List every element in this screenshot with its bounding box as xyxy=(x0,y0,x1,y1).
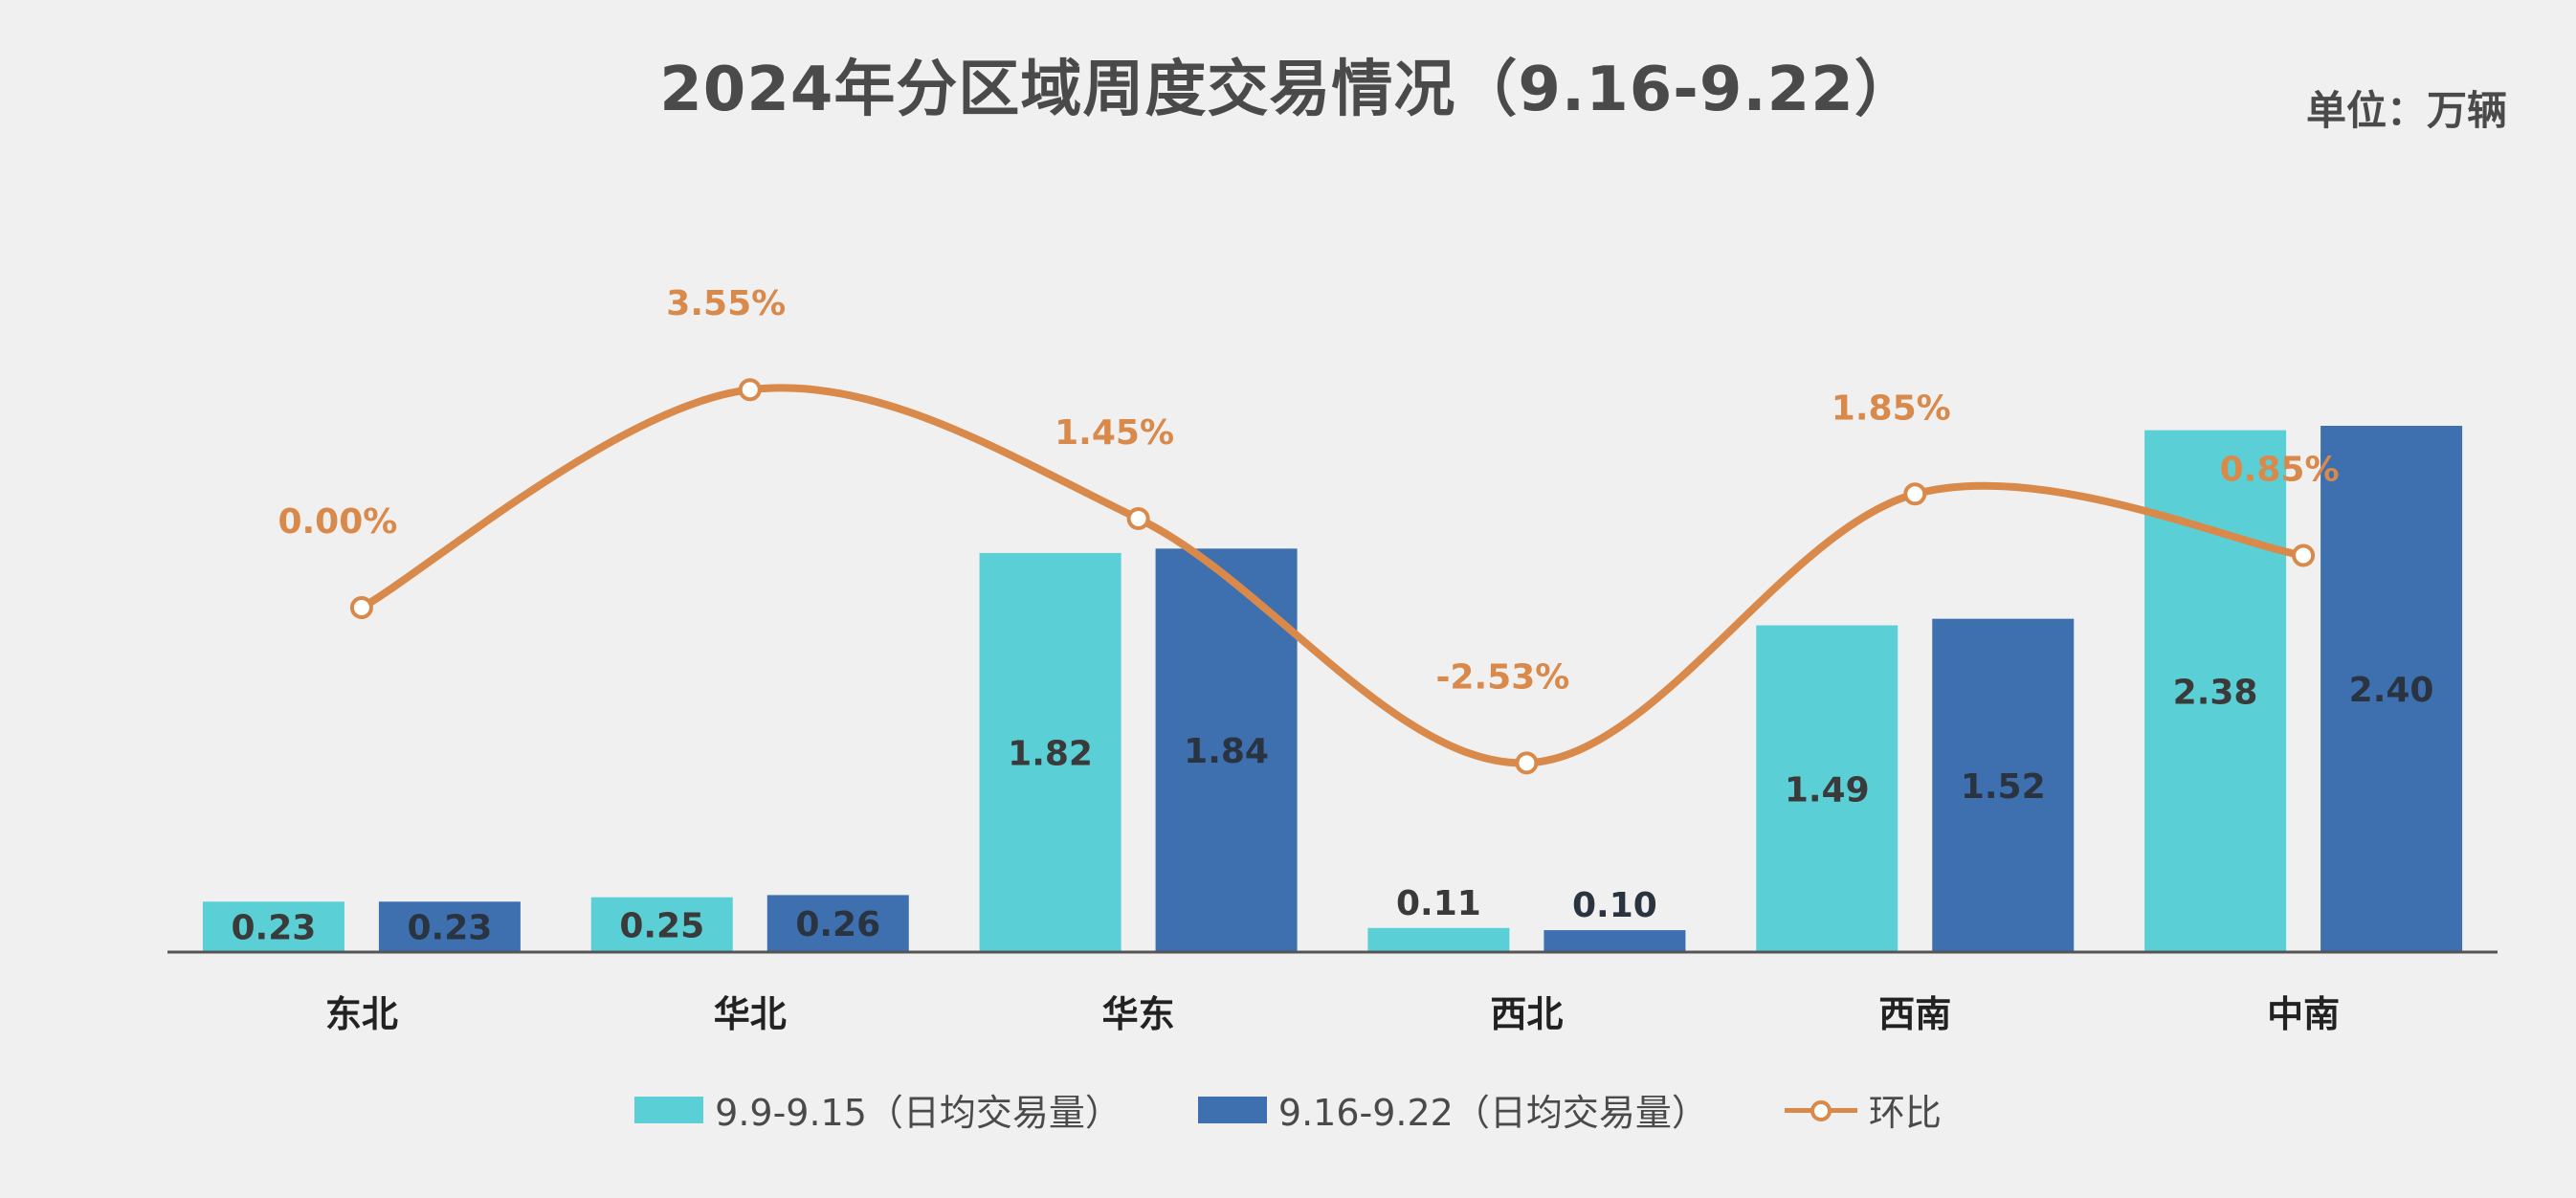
bar-value-label-2-5: 2.40 xyxy=(2349,671,2434,710)
line-point-3 xyxy=(1515,751,1539,775)
legend-item-series-2: 9.16-9.22（日均交易量） xyxy=(1197,1083,1708,1136)
bar-value-label-1-5: 2.38 xyxy=(2173,673,2258,712)
bar-value-label-1-2: 1.82 xyxy=(1008,734,1093,773)
bar-2-5 xyxy=(2321,426,2463,952)
bar-2-4 xyxy=(1932,618,2075,952)
bar-2-1 xyxy=(766,895,909,952)
bar-value-label-2-3: 0.10 xyxy=(1572,886,1657,925)
category-label-4: 西南 xyxy=(1878,993,1951,1035)
line-value-label-0: 0.00% xyxy=(278,502,397,542)
bar-value-label-2-0: 0.23 xyxy=(408,909,493,948)
bar-value-label-1-4: 1.49 xyxy=(1785,770,1870,810)
line-point-5 xyxy=(2292,544,2316,567)
bar-value-label-1-1: 0.25 xyxy=(619,906,704,945)
line-point-1 xyxy=(738,378,762,402)
line-series-huanbi xyxy=(357,384,2308,767)
line-value-label-4: 1.85% xyxy=(1832,388,1951,428)
legend-label-series-2: 9.16-9.22（日均交易量） xyxy=(1277,1092,1708,1134)
bars-layer xyxy=(202,426,2463,952)
legend-swatch-series-2 xyxy=(1197,1096,1267,1123)
bar-value-label-2-1: 0.26 xyxy=(795,905,880,944)
legend-item-series-1: 9.9-9.15（日均交易量） xyxy=(634,1083,1121,1136)
bar-2-3 xyxy=(1543,930,1686,952)
line-value-label-1: 3.55% xyxy=(666,284,786,323)
bar-1-1 xyxy=(590,897,733,952)
bar-1-4 xyxy=(1756,625,1899,952)
category-label-3: 西北 xyxy=(1490,993,1563,1035)
line-value-label-5: 0.85% xyxy=(2220,450,2340,489)
legend-swatch-series-1 xyxy=(634,1096,704,1123)
bar-value-label-2-4: 1.52 xyxy=(1961,767,2046,807)
bar-value-label-1-0: 0.23 xyxy=(232,909,317,948)
bar-1-2 xyxy=(979,552,1121,952)
bar-2-0 xyxy=(378,901,521,952)
legend-label-series-1: 9.9-9.15（日均交易量） xyxy=(715,1092,1121,1134)
bar-1-3 xyxy=(1367,927,1510,952)
unit-label: 单位：万辆 xyxy=(2305,87,2507,134)
category-label-2: 华东 xyxy=(1102,993,1175,1035)
line-value-label-2: 1.45% xyxy=(1055,413,1174,453)
line-value-label-3: -2.53% xyxy=(1435,657,1569,697)
legend-item-line: 环比 xyxy=(1784,1083,1942,1136)
legend: 9.9-9.15（日均交易量） 9.16-9.22（日均交易量） 环比 xyxy=(0,1083,2576,1136)
line-point-4 xyxy=(1903,482,1927,506)
chart-title: 2024年分区域周度交易情况（9.16-9.22） xyxy=(659,55,1917,125)
category-label-0: 东北 xyxy=(325,993,398,1035)
legend-label-line: 环比 xyxy=(1868,1092,1942,1134)
labels-layer: 0.23 0.23 东北 0.25 0.26 华北 1.82 1.84 华东 0.11 0.10 西北… xyxy=(232,284,2434,1035)
category-label-1: 华北 xyxy=(714,993,787,1035)
bar-1-0 xyxy=(202,901,344,952)
bar-value-label-2-2: 1.84 xyxy=(1184,732,1269,771)
category-label-5: 中南 xyxy=(2267,993,2340,1035)
bar-value-label-1-3: 0.11 xyxy=(1396,884,1481,923)
line-layer xyxy=(349,378,2316,775)
legend-line-marker xyxy=(1784,1096,1857,1124)
line-point-0 xyxy=(349,596,373,619)
line-point-2 xyxy=(1126,506,1150,530)
